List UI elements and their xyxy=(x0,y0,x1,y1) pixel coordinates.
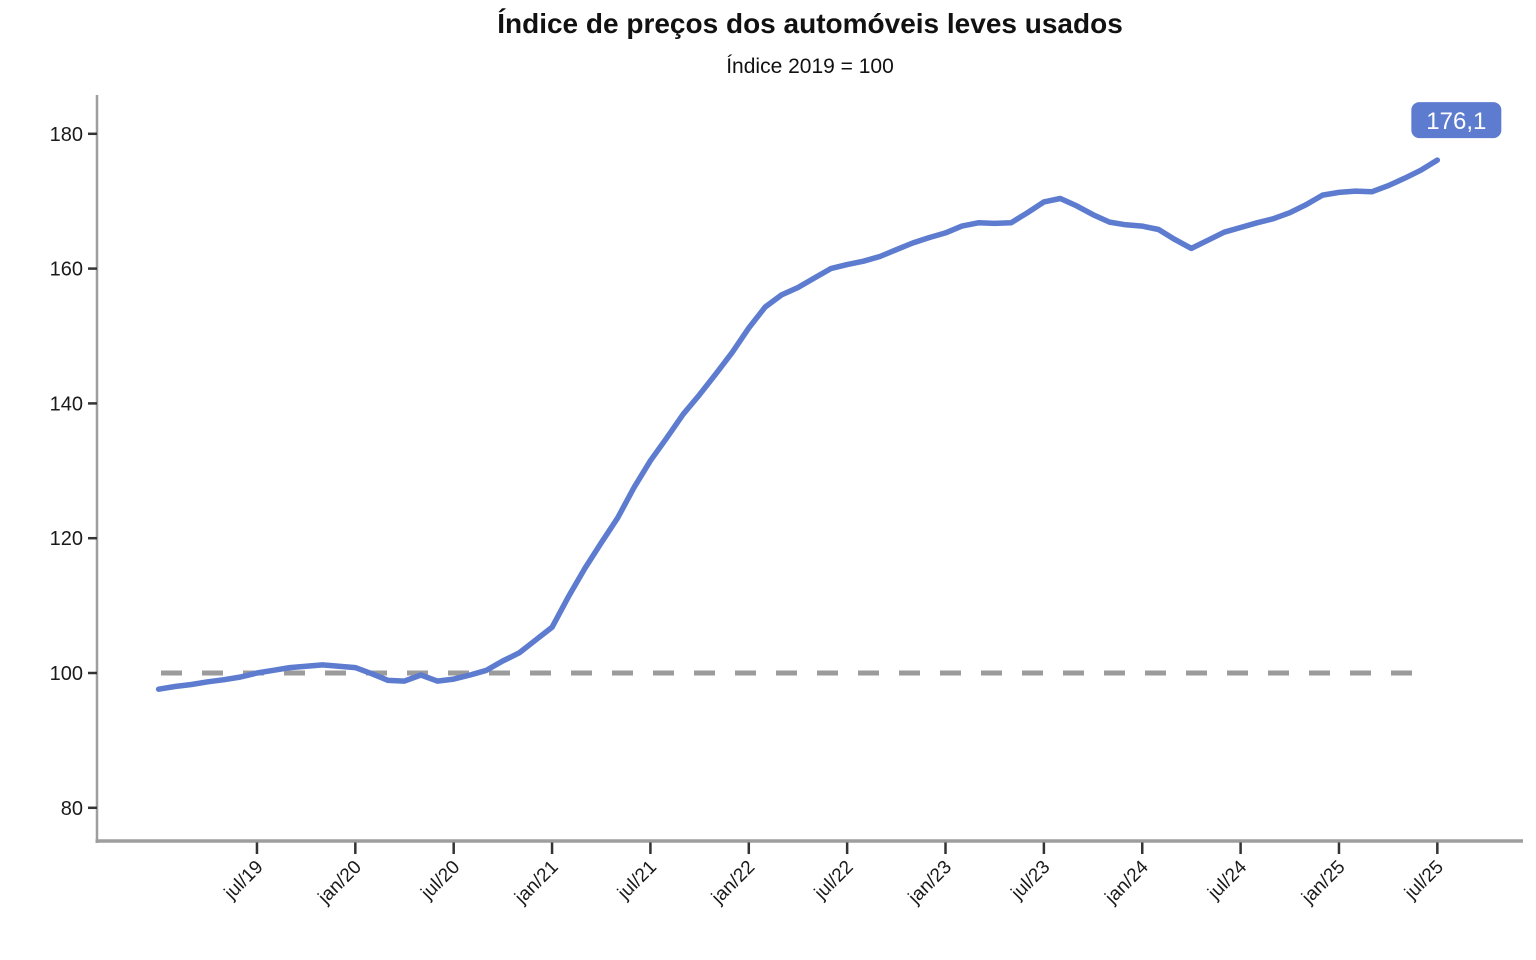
y-tick-label: 80 xyxy=(61,798,83,820)
price-index-line xyxy=(155,157,1441,692)
y-tick-label: 120 xyxy=(50,528,83,550)
y-tick-label: 180 xyxy=(50,124,83,146)
chart-subtitle: Índice 2019 = 100 xyxy=(726,55,894,78)
y-tick-label: 140 xyxy=(50,393,83,415)
latest-value-badge xyxy=(1411,102,1502,139)
chart-title: Índice de preços dos automóveis leves us… xyxy=(497,8,1123,39)
x-tick-label: jan/25 xyxy=(1297,857,1349,909)
latest-value-label: 176,1 xyxy=(1426,108,1486,135)
x-tick-label: jul/19 xyxy=(220,857,268,905)
x-tick-label: jul/21 xyxy=(613,857,661,905)
y-tick-label: 160 xyxy=(50,259,83,281)
x-tick-label: jan/22 xyxy=(707,857,759,909)
x-tick-label: jul/20 xyxy=(417,857,465,905)
x-tick-label: jan/23 xyxy=(904,857,956,909)
x-tick-label: jul/23 xyxy=(1007,857,1055,905)
x-tick-label: jan/20 xyxy=(314,857,366,909)
x-tick-label: jul/24 xyxy=(1203,856,1251,904)
y-tick-label: 100 xyxy=(50,663,83,685)
x-tick-label: jan/24 xyxy=(1101,856,1153,908)
x-tick-label: jul/25 xyxy=(1400,857,1448,905)
x-tick-label: jul/22 xyxy=(810,857,858,905)
x-tick-label: jan/21 xyxy=(510,857,562,909)
